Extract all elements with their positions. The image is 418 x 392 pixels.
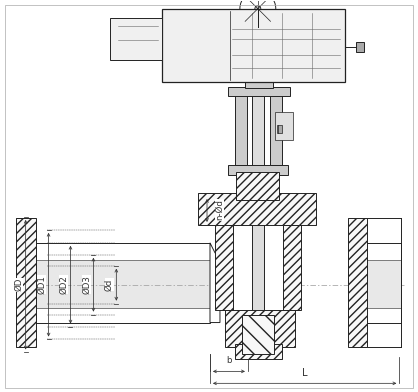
Bar xyxy=(347,218,367,347)
Bar xyxy=(236,172,279,200)
Circle shape xyxy=(186,23,234,71)
Circle shape xyxy=(255,5,261,12)
Bar xyxy=(245,82,273,88)
Text: n-Ød: n-Ød xyxy=(215,200,224,220)
Bar xyxy=(162,9,344,82)
Bar xyxy=(275,112,293,140)
Polygon shape xyxy=(210,243,220,323)
Text: b: b xyxy=(226,356,232,365)
Text: ØD2: ØD2 xyxy=(59,275,68,294)
Bar xyxy=(215,225,233,310)
Text: ØD3: ØD3 xyxy=(82,275,91,294)
Bar xyxy=(233,225,283,345)
Bar xyxy=(252,91,264,316)
Circle shape xyxy=(120,29,140,49)
Bar xyxy=(225,310,295,347)
Bar xyxy=(36,243,210,323)
Bar xyxy=(242,314,274,354)
Bar xyxy=(347,243,401,323)
Bar xyxy=(36,260,210,308)
Bar xyxy=(16,218,36,347)
Circle shape xyxy=(199,36,221,58)
Bar xyxy=(357,42,364,51)
Bar xyxy=(235,88,247,165)
Bar xyxy=(228,165,288,175)
Text: L: L xyxy=(302,368,307,378)
Text: ØD1: ØD1 xyxy=(37,275,46,294)
Text: Ød: Ød xyxy=(105,279,114,291)
Bar xyxy=(270,88,282,165)
Bar xyxy=(198,193,316,225)
Circle shape xyxy=(206,43,214,51)
Bar xyxy=(277,125,282,133)
Bar xyxy=(110,18,162,60)
Bar xyxy=(235,345,282,359)
Bar xyxy=(347,260,401,308)
Bar xyxy=(228,87,290,96)
Bar xyxy=(283,225,301,310)
Text: ØD: ØD xyxy=(14,278,23,291)
